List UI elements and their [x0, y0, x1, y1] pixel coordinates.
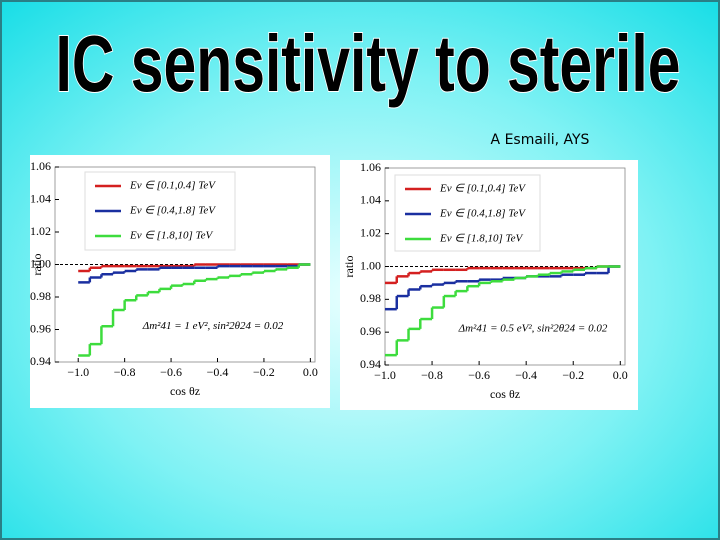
annotation: Δm²41 = 0.5 eV², sin²2θ24 = 0.02: [458, 322, 608, 334]
slide-title: IC sensitivity to sterile: [56, 19, 681, 108]
legend-label: Eν ∈ [0.1,0.4] TeV: [439, 183, 526, 195]
y-tick-label: 1.04: [360, 193, 381, 207]
x-tick-label: −0.2: [253, 365, 275, 379]
y-tick-label: 0.98: [30, 289, 51, 303]
y-tick-label: 0.94: [30, 354, 51, 368]
legend-label: Eν ∈ [0.4,1.8] TeV: [439, 208, 526, 220]
y-tick-label: 1.02: [360, 225, 381, 239]
author: A Esmaili, AYS: [491, 132, 590, 148]
y-tick-label: 0.98: [360, 291, 381, 305]
x-tick-label: −0.8: [114, 365, 136, 379]
x-tick-label: −0.6: [468, 368, 490, 382]
y-tick-label: 0.96: [30, 321, 51, 335]
y-axis-label: ratio: [30, 254, 44, 276]
x-tick-label: −1.0: [67, 365, 89, 379]
x-tick-label: −0.6: [160, 365, 182, 379]
x-axis-label: cos θz: [170, 384, 200, 398]
legend-label: Eν ∈ [0.4,1.8] TeV: [129, 205, 216, 217]
y-tick-label: 1.04: [30, 191, 51, 205]
legend-label: Eν ∈ [1.8,10] TeV: [129, 230, 213, 242]
x-tick-label: −0.4: [515, 368, 537, 382]
x-tick-label: 0.0: [303, 365, 318, 379]
legend-label: Eν ∈ [1.8,10] TeV: [439, 233, 523, 245]
y-tick-label: 0.94: [360, 357, 381, 371]
y-tick-label: 1.00: [30, 256, 51, 270]
x-tick-label: −0.8: [421, 368, 443, 382]
y-tick-label: 1.00: [360, 258, 381, 272]
chart: 0.94 0.96 0.98 1.00 1.02 1.04 1.06 −1.0 −0.8 −0.6…: [30, 155, 330, 408]
x-tick-label: −0.4: [207, 365, 229, 379]
x-axis-label: cos θz: [490, 387, 520, 401]
legend-label: Eν ∈ [0.1,0.4] TeV: [129, 180, 216, 192]
y-tick-label: 1.02: [30, 224, 51, 238]
x-tick-label: −1.0: [374, 368, 396, 382]
x-tick-label: −0.2: [562, 368, 584, 382]
y-tick-label: 1.06: [30, 159, 51, 173]
annotation: Δm²41 = 1 eV², sin²2θ24 = 0.02: [142, 320, 284, 332]
chart: 0.94 0.96 0.98 1.00 1.02 1.04 1.06 −1.0 −0.8 −0.6…: [340, 160, 638, 410]
y-axis-label: ratio: [342, 256, 356, 278]
y-tick-label: 0.96: [360, 324, 381, 338]
y-tick-label: 1.06: [360, 160, 381, 174]
x-tick-label: 0.0: [613, 368, 628, 382]
